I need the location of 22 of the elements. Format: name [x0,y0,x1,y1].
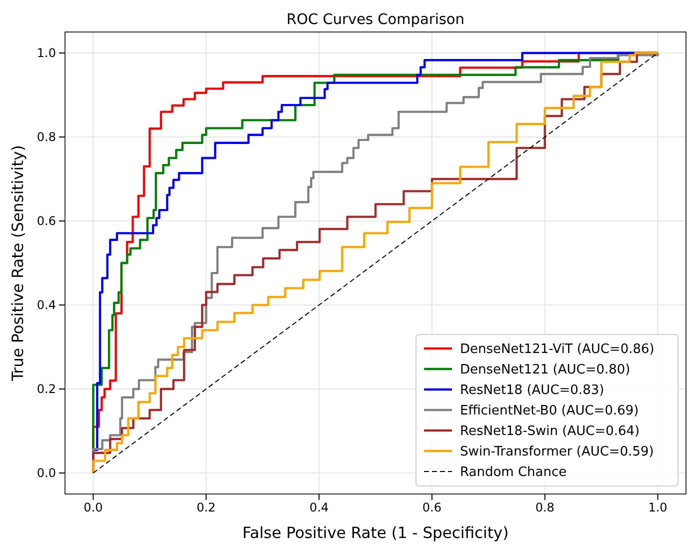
x-tick-label: 1.0 [648,500,668,515]
x-tick-label: 0.6 [422,500,442,515]
x-tick-label: 0.4 [310,500,329,515]
legend-label: DenseNet121 (AUC=0.80) [460,362,630,378]
y-axis-title: True Positive Rate (Sensitivity) [9,145,27,382]
x-tick-label: 0.0 [84,500,103,515]
legend-label: Swin-Transformer (AUC=0.59) [460,444,654,460]
y-tick-label: 0.0 [36,466,56,480]
legend-label: DenseNet121-ViT (AUC=0.86) [460,342,654,357]
y-tick-label: 1.0 [36,46,56,60]
y-tick-label: 0.6 [36,214,56,228]
chart-title: ROC Curves Comparison [286,12,464,28]
y-tick-label: 0.8 [36,130,56,144]
legend-label: ResNet18 (AUC=0.83) [460,383,604,398]
legend-label: EfficientNet-B0 (AUC=0.69) [460,404,639,418]
x-axis-title: False Positive Rate (1 - Specificity) [242,524,509,542]
y-tick-label: 0.2 [36,382,56,396]
legend-label: ResNet18-Swin (AUC=0.64) [460,424,640,439]
y-tick-label: 0.4 [36,298,56,312]
x-tick-label: 0.8 [535,500,554,515]
legend-label: Random Chance [460,465,567,480]
x-tick-label: 0.2 [196,500,216,515]
